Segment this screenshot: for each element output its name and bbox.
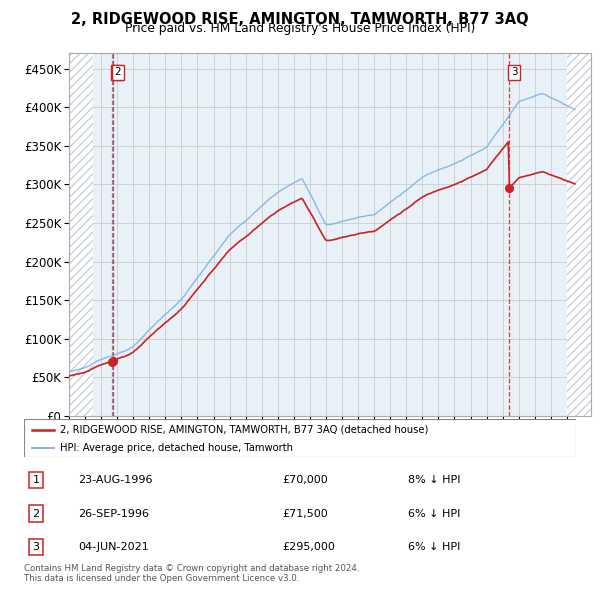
Text: 8% ↓ HPI: 8% ↓ HPI [408, 475, 461, 485]
Text: 6% ↓ HPI: 6% ↓ HPI [408, 509, 460, 519]
Text: £71,500: £71,500 [282, 509, 328, 519]
Bar [69, 53, 93, 416]
Text: £295,000: £295,000 [282, 542, 335, 552]
Text: Price paid vs. HM Land Registry's House Price Index (HPI): Price paid vs. HM Land Registry's House … [125, 22, 475, 35]
Bar [567, 53, 591, 416]
Text: 2, RIDGEWOOD RISE, AMINGTON, TAMWORTH, B77 3AQ: 2, RIDGEWOOD RISE, AMINGTON, TAMWORTH, B… [71, 12, 529, 27]
Text: 26-SEP-1996: 26-SEP-1996 [78, 509, 149, 519]
Text: HPI: Average price, detached house, Tamworth: HPI: Average price, detached house, Tamw… [60, 442, 293, 453]
Text: 3: 3 [511, 67, 518, 77]
Text: 1: 1 [113, 67, 120, 77]
Text: 2: 2 [115, 67, 121, 77]
Text: 23-AUG-1996: 23-AUG-1996 [78, 475, 152, 485]
Text: 2: 2 [32, 509, 40, 519]
Text: 1: 1 [32, 475, 40, 485]
Text: £70,000: £70,000 [282, 475, 328, 485]
Text: 3: 3 [32, 542, 40, 552]
Text: 04-JUN-2021: 04-JUN-2021 [78, 542, 149, 552]
Text: 2, RIDGEWOOD RISE, AMINGTON, TAMWORTH, B77 3AQ (detached house): 2, RIDGEWOOD RISE, AMINGTON, TAMWORTH, B… [60, 425, 428, 435]
Text: 6% ↓ HPI: 6% ↓ HPI [408, 542, 460, 552]
Text: Contains HM Land Registry data © Crown copyright and database right 2024.
This d: Contains HM Land Registry data © Crown c… [24, 563, 359, 583]
